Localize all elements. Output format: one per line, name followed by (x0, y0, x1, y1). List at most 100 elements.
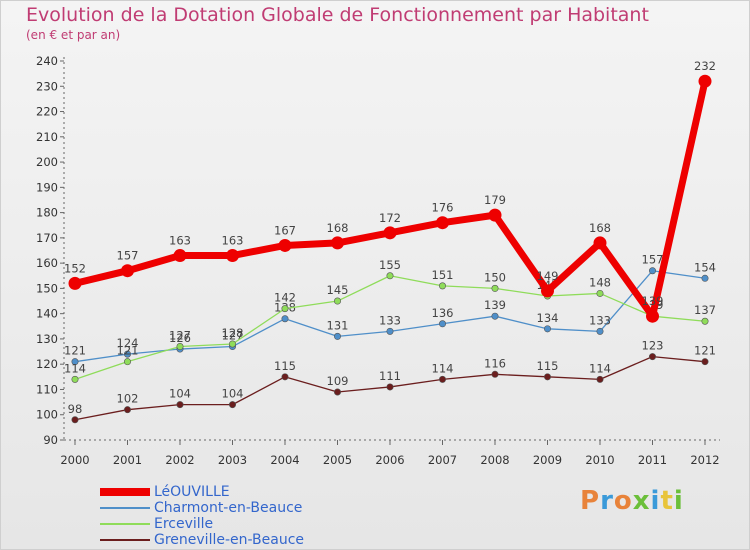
data-point (593, 236, 607, 250)
data-point (491, 370, 499, 378)
data-label: 148 (589, 275, 611, 289)
data-label: 115 (274, 359, 296, 373)
data-label: 155 (379, 258, 401, 272)
data-point (386, 383, 394, 391)
legend-swatch (100, 488, 150, 496)
data-point (281, 373, 289, 381)
data-point (226, 249, 239, 263)
data-point (68, 276, 82, 290)
x-tick-label: 2000 (60, 453, 89, 467)
data-label: 133 (379, 313, 401, 327)
y-tick-label: 210 (36, 130, 58, 144)
data-point (331, 236, 344, 250)
data-label: 126 (169, 331, 191, 345)
data-point (281, 315, 289, 323)
data-point (176, 343, 184, 351)
data-label: 179 (484, 193, 506, 207)
data-point (281, 305, 289, 313)
logo-letter: P (580, 486, 601, 516)
data-label: 172 (379, 211, 401, 225)
x-tick-label: 2007 (428, 453, 457, 467)
line-chart: 9010011012013014015016017018019020021022… (36, 54, 720, 467)
data-point (491, 312, 499, 320)
y-tick-label: 190 (36, 180, 58, 194)
y-tick-label: 100 (36, 408, 58, 422)
data-label: 104 (169, 387, 191, 401)
x-tick-label: 2012 (690, 453, 719, 467)
data-label: 121 (64, 344, 86, 358)
data-point (648, 353, 656, 361)
data-label: 139 (484, 298, 506, 312)
data-point (176, 401, 184, 409)
data-point (229, 401, 237, 409)
y-tick-label: 220 (36, 105, 58, 119)
data-label: 114 (64, 361, 86, 375)
data-label: 149 (537, 269, 559, 283)
y-tick-label: 110 (36, 382, 58, 396)
legend-entry: Charmont-en-Beauce (100, 500, 360, 516)
legend-entry: Erceville (100, 516, 360, 532)
data-point (648, 267, 656, 275)
data-label: 98 (68, 402, 83, 416)
data-point (229, 340, 237, 348)
data-label: 104 (222, 387, 244, 401)
logo-letter: t (660, 486, 674, 516)
logo-letter: x (632, 486, 651, 516)
data-label: 127 (169, 329, 191, 343)
data-label: 163 (169, 234, 191, 248)
data-point (491, 284, 499, 292)
legend-label: LéOUVILLE (154, 484, 230, 500)
data-label: 151 (432, 268, 454, 282)
x-tick-label: 2006 (375, 453, 404, 467)
data-point (698, 74, 712, 88)
data-point (436, 216, 449, 230)
x-tick-label: 2010 (585, 453, 614, 467)
y-tick-label: 90 (43, 433, 58, 447)
data-point (596, 375, 604, 383)
data-point (646, 309, 659, 323)
data-label: 142 (274, 291, 296, 305)
data-label: 157 (117, 249, 139, 263)
data-label: 123 (642, 339, 664, 353)
data-label: 114 (432, 361, 454, 375)
chart-title: Evolution de la Dotation Globale de Fonc… (26, 4, 649, 26)
x-tick-label: 2008 (480, 453, 509, 467)
data-point (488, 208, 502, 222)
data-label: 176 (432, 201, 454, 215)
data-label: 168 (327, 221, 349, 235)
data-point (543, 325, 551, 333)
logo-letter: i (650, 486, 661, 516)
series-greneville-en-beauce: 98 102 104 104 115 109 111 114 116 115 114 123 121 (68, 339, 716, 424)
data-point (701, 317, 709, 325)
y-tick-label: 170 (36, 231, 58, 245)
data-label: 137 (694, 303, 716, 317)
data-point (124, 350, 132, 358)
data-label: 145 (327, 283, 349, 297)
data-point (541, 284, 554, 298)
legend-swatch (100, 507, 150, 509)
data-label: 102 (117, 392, 139, 406)
data-point (596, 327, 604, 335)
series-erceville: 114121127128142145155151150147148139137 (64, 258, 716, 383)
legend: LéOUVILLE Charmont-en-Beauce Erceville Gren… (100, 484, 360, 548)
data-label: 163 (222, 234, 244, 248)
legend-entry: Greneville-en-Beauce (100, 532, 360, 548)
logo-letter: i (673, 486, 684, 516)
data-label: 139 (642, 294, 664, 308)
series-leouville: 152 157 163 163 167 168 172 176 179 149 168 139 232 (64, 59, 716, 323)
y-tick-label: 180 (36, 206, 58, 220)
data-label: 121 (117, 344, 139, 358)
y-tick-label: 200 (36, 155, 58, 169)
data-point (438, 320, 446, 328)
data-point (71, 416, 79, 424)
data-point (383, 226, 397, 240)
x-tick-label: 2011 (638, 453, 667, 467)
data-point (173, 249, 187, 263)
data-label: 154 (694, 260, 716, 274)
data-point (71, 375, 79, 383)
x-tick-label: 2004 (270, 453, 299, 467)
data-point (124, 358, 132, 366)
data-label: 124 (117, 336, 139, 350)
y-tick-label: 140 (36, 307, 58, 321)
data-point (543, 373, 551, 381)
